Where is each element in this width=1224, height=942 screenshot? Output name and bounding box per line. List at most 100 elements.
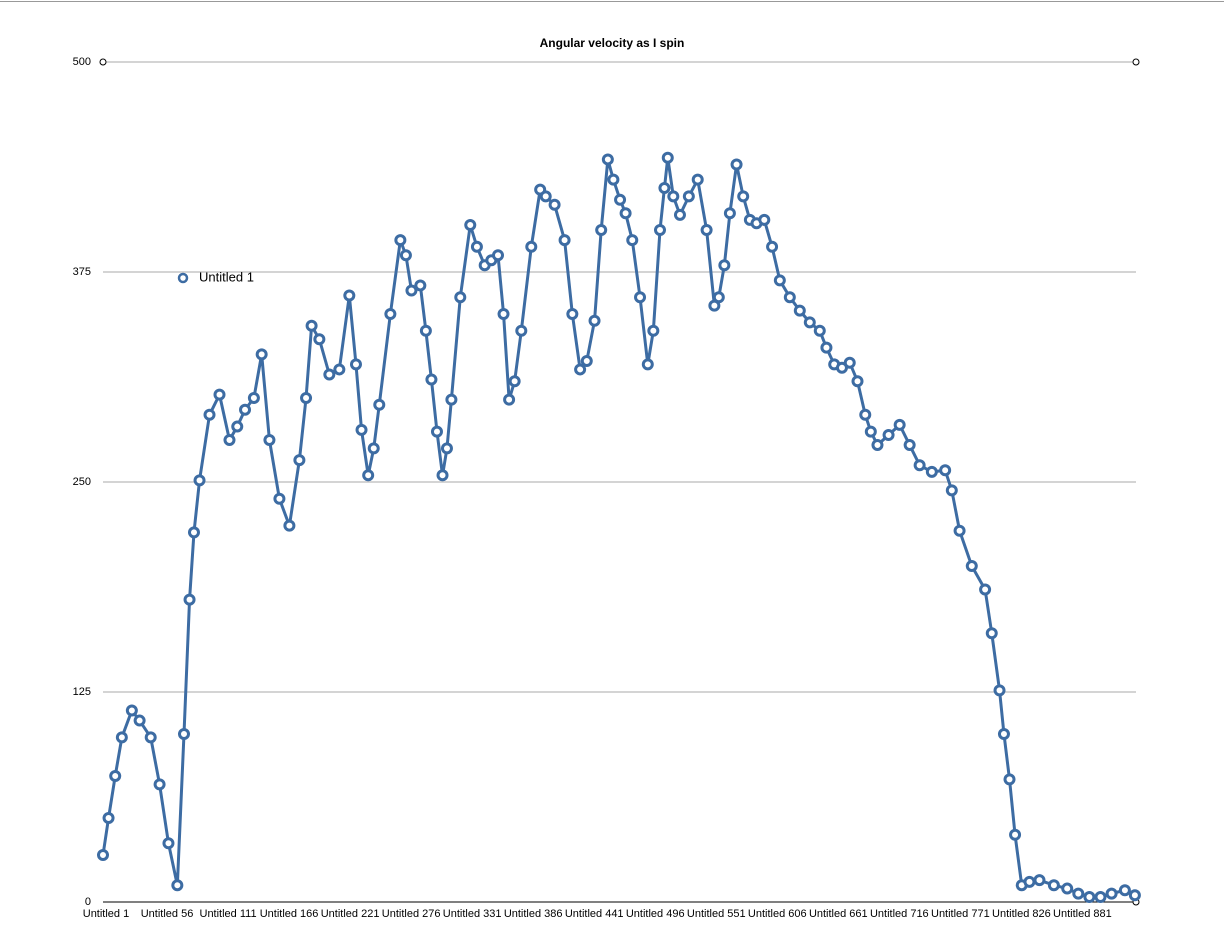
data-point <box>1083 890 1096 903</box>
data-point <box>193 474 206 487</box>
data-point <box>607 173 620 186</box>
data-point <box>803 316 816 329</box>
data-point <box>993 684 1006 697</box>
data-point <box>109 770 122 782</box>
legend-label: Untitled 1 <box>199 269 254 284</box>
x-tick-label: Untitled 661 <box>809 908 868 920</box>
data-point <box>231 420 244 433</box>
data-point <box>454 291 467 304</box>
data-point <box>273 492 286 505</box>
data-point <box>515 324 528 337</box>
data-point <box>595 224 608 236</box>
data-point <box>730 158 743 171</box>
chart-title: Angular velocity as I spin <box>540 36 685 50</box>
data-point <box>661 151 674 164</box>
x-tick-label: Untitled 386 <box>504 908 563 920</box>
x-tick-label: Untitled 771 <box>931 908 990 920</box>
data-point <box>223 434 236 446</box>
data-point <box>436 469 449 482</box>
data-point <box>653 224 666 236</box>
data-point <box>601 153 614 166</box>
data-point <box>1072 887 1085 900</box>
data-point <box>893 418 906 431</box>
axis-end <box>1132 58 1140 66</box>
x-tick-label: Untitled 166 <box>260 908 319 920</box>
data-point <box>133 714 146 727</box>
data-point <box>1105 887 1118 900</box>
data-point <box>558 234 571 247</box>
data-point <box>384 308 397 320</box>
data-point <box>1118 884 1131 897</box>
x-tick-label: Untitled 331 <box>443 908 502 920</box>
data-point <box>997 728 1010 740</box>
data-point <box>619 207 632 220</box>
data-point <box>925 465 938 478</box>
data-point <box>1003 773 1016 786</box>
data-point <box>965 560 978 572</box>
data-point <box>430 425 443 438</box>
x-tick-label: Untitled 276 <box>382 908 441 920</box>
data-point <box>144 731 157 744</box>
data-point <box>634 291 647 304</box>
y-tick-label: 375 <box>73 266 91 278</box>
data-point <box>362 469 375 482</box>
x-tick-label: Untitled 606 <box>748 908 807 920</box>
x-tick-label: Untitled 716 <box>870 908 929 920</box>
data-point <box>283 519 296 532</box>
x-tick-label: Untitled 56 <box>141 908 194 920</box>
x-tick-label: Untitled 826 <box>992 908 1051 920</box>
x-tick-label: Untitled 881 <box>1053 908 1112 920</box>
data-point <box>293 454 306 467</box>
data-point <box>859 408 872 421</box>
data-point <box>1033 874 1046 887</box>
data-point <box>355 423 368 436</box>
data-point <box>647 324 660 337</box>
data-point <box>718 259 731 272</box>
data-point <box>903 439 916 452</box>
data-point <box>580 355 593 368</box>
data-point <box>373 398 386 411</box>
x-tick-label: Untitled 1 <box>83 908 129 920</box>
data-point <box>323 368 336 381</box>
data-point <box>125 704 138 717</box>
data-point <box>153 778 166 791</box>
data-point <box>300 392 313 404</box>
data-point <box>566 308 579 320</box>
data-point <box>793 304 806 317</box>
data-point <box>871 439 884 452</box>
data-point <box>682 190 695 203</box>
data-point <box>723 207 736 220</box>
data-point <box>187 526 200 539</box>
data-point <box>440 442 453 455</box>
data-point <box>758 213 771 226</box>
data-point <box>939 464 952 477</box>
data-point <box>1061 882 1074 895</box>
data-point <box>820 341 833 354</box>
data-point <box>213 388 226 401</box>
data-point <box>700 224 713 236</box>
data-point <box>414 279 427 292</box>
data-point <box>343 289 356 302</box>
data-point <box>367 442 380 455</box>
data-point <box>1128 889 1141 902</box>
data-point <box>539 190 552 203</box>
data-point <box>313 333 326 346</box>
x-tick-label: Untitled 496 <box>626 908 685 920</box>
data-point <box>1047 879 1060 892</box>
data-point <box>548 198 561 211</box>
data-point <box>470 240 483 253</box>
y-tick-label: 500 <box>73 56 91 68</box>
data-point <box>835 361 848 374</box>
data-point <box>239 403 252 416</box>
data-point <box>102 812 115 824</box>
data-point <box>953 524 966 537</box>
data-point <box>985 627 998 640</box>
data-point <box>349 358 362 371</box>
data-point <box>773 274 786 287</box>
data-point <box>425 373 438 386</box>
data-point <box>691 173 704 186</box>
data-point <box>255 348 268 361</box>
data-point <box>626 234 639 247</box>
data-point <box>641 358 654 371</box>
data-point <box>405 284 418 297</box>
